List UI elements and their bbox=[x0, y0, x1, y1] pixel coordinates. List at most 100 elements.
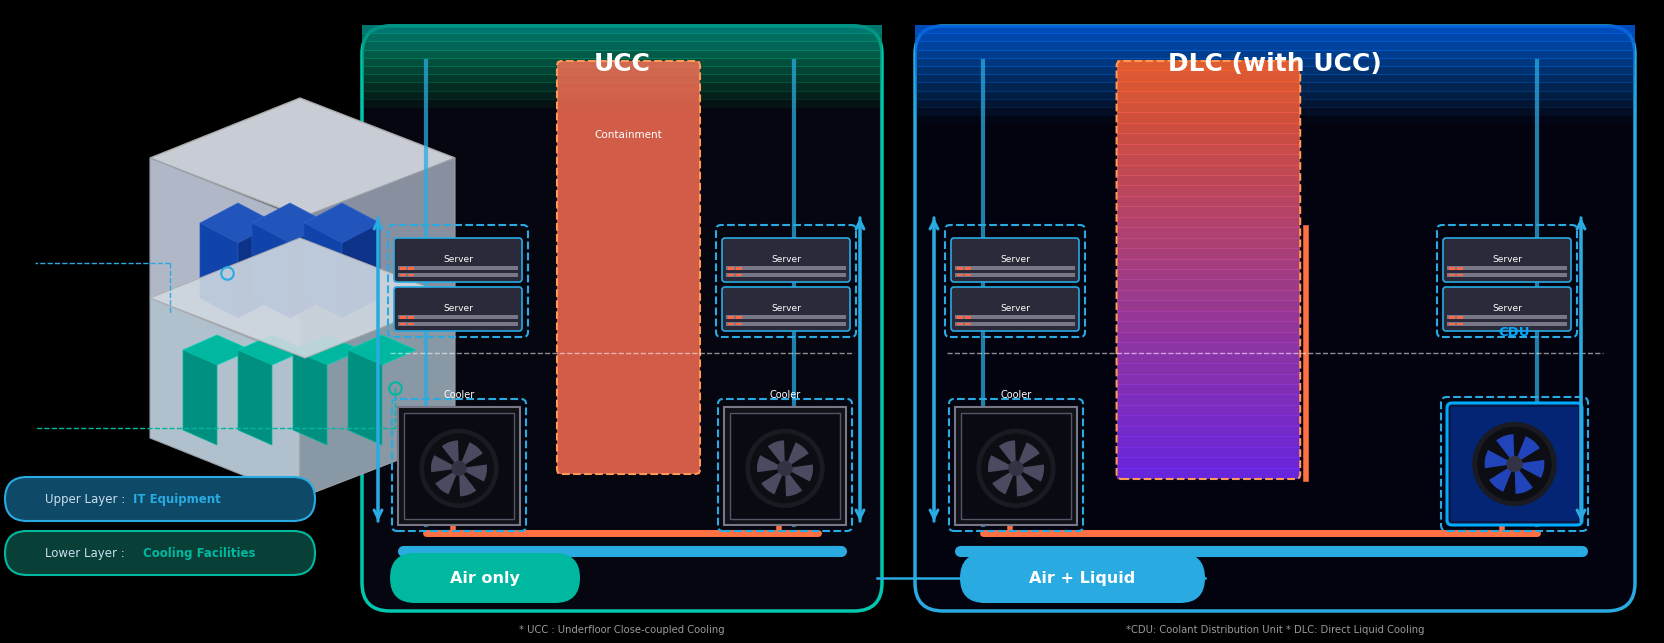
Bar bbox=[955, 266, 1075, 270]
Text: Cooler: Cooler bbox=[769, 390, 800, 400]
Text: Cooler: Cooler bbox=[443, 390, 474, 400]
Bar bbox=[915, 50, 1636, 59]
Bar bbox=[1117, 81, 1300, 93]
Bar bbox=[1117, 290, 1300, 302]
Bar bbox=[394, 238, 522, 282]
Polygon shape bbox=[183, 350, 216, 445]
Bar bbox=[957, 274, 963, 276]
Text: Air + Liquid: Air + Liquid bbox=[1028, 570, 1135, 586]
Bar bbox=[1117, 342, 1300, 354]
Wedge shape bbox=[785, 442, 809, 468]
Text: Server: Server bbox=[770, 305, 800, 314]
Bar bbox=[735, 267, 742, 269]
Bar bbox=[730, 413, 840, 519]
Polygon shape bbox=[343, 223, 379, 318]
Bar bbox=[1117, 426, 1300, 437]
Wedge shape bbox=[431, 455, 459, 472]
Bar bbox=[1451, 407, 1577, 521]
Bar bbox=[955, 407, 1077, 525]
Bar bbox=[1117, 175, 1300, 186]
Bar bbox=[1448, 315, 1567, 319]
Wedge shape bbox=[459, 468, 476, 496]
Bar bbox=[1117, 280, 1300, 291]
Circle shape bbox=[982, 434, 1050, 503]
Bar bbox=[1117, 133, 1300, 145]
Bar bbox=[915, 25, 1636, 34]
FancyBboxPatch shape bbox=[5, 531, 314, 575]
Bar bbox=[1117, 447, 1300, 458]
Bar bbox=[1117, 227, 1300, 239]
Text: IT Equipment: IT Equipment bbox=[133, 493, 221, 505]
Text: Server: Server bbox=[770, 255, 800, 264]
Text: Cooler: Cooler bbox=[1000, 390, 1032, 400]
Polygon shape bbox=[251, 203, 328, 243]
Bar bbox=[1458, 323, 1463, 325]
Circle shape bbox=[1473, 422, 1556, 505]
Polygon shape bbox=[150, 98, 454, 218]
Bar bbox=[962, 413, 1072, 519]
Bar bbox=[1449, 274, 1454, 276]
Bar bbox=[727, 267, 734, 269]
FancyBboxPatch shape bbox=[5, 477, 314, 521]
Bar bbox=[394, 287, 522, 331]
Text: Cooling Facilities: Cooling Facilities bbox=[143, 547, 256, 559]
Bar bbox=[363, 66, 882, 75]
Bar bbox=[1117, 196, 1300, 207]
Text: Server: Server bbox=[1493, 255, 1523, 264]
Bar bbox=[915, 74, 1636, 84]
Bar bbox=[404, 413, 514, 519]
Wedge shape bbox=[1514, 464, 1533, 494]
FancyBboxPatch shape bbox=[363, 26, 882, 611]
Wedge shape bbox=[1017, 464, 1043, 482]
Bar bbox=[1117, 71, 1300, 82]
Bar bbox=[915, 115, 1636, 124]
Bar bbox=[363, 33, 882, 42]
Text: CDU: CDU bbox=[1499, 326, 1531, 339]
Polygon shape bbox=[200, 223, 238, 318]
Text: Lower Layer :: Lower Layer : bbox=[45, 547, 128, 559]
Wedge shape bbox=[459, 464, 488, 482]
Bar bbox=[1117, 322, 1300, 332]
Circle shape bbox=[750, 434, 819, 503]
Bar bbox=[1117, 206, 1300, 218]
Text: UCC: UCC bbox=[594, 52, 651, 76]
Bar bbox=[1117, 248, 1300, 260]
Wedge shape bbox=[785, 468, 802, 496]
Bar bbox=[1117, 113, 1300, 123]
Text: Server: Server bbox=[1000, 255, 1030, 264]
Bar bbox=[965, 323, 972, 325]
Polygon shape bbox=[305, 203, 379, 243]
Polygon shape bbox=[300, 158, 454, 358]
Wedge shape bbox=[459, 442, 483, 468]
Bar bbox=[1448, 266, 1567, 270]
Bar bbox=[408, 267, 414, 269]
Bar bbox=[1117, 143, 1300, 155]
Bar bbox=[1117, 91, 1300, 103]
Bar bbox=[965, 267, 972, 269]
Bar bbox=[735, 274, 742, 276]
Wedge shape bbox=[760, 468, 785, 494]
Bar bbox=[915, 33, 1636, 42]
Polygon shape bbox=[293, 335, 361, 365]
Wedge shape bbox=[441, 440, 459, 468]
Polygon shape bbox=[183, 335, 251, 365]
Wedge shape bbox=[1514, 460, 1544, 478]
Bar bbox=[1117, 394, 1300, 406]
Wedge shape bbox=[436, 468, 459, 494]
Bar bbox=[1449, 267, 1454, 269]
Bar bbox=[727, 323, 734, 325]
Circle shape bbox=[419, 430, 498, 507]
Polygon shape bbox=[238, 223, 276, 318]
Bar bbox=[965, 274, 972, 276]
Bar bbox=[735, 323, 742, 325]
Bar bbox=[1458, 274, 1463, 276]
Circle shape bbox=[1478, 428, 1551, 500]
Bar bbox=[1117, 102, 1300, 113]
Wedge shape bbox=[988, 455, 1017, 472]
Wedge shape bbox=[785, 464, 814, 482]
Text: Server: Server bbox=[1493, 305, 1523, 314]
Bar bbox=[722, 287, 850, 331]
Bar bbox=[1117, 384, 1300, 395]
Circle shape bbox=[1508, 457, 1523, 471]
Wedge shape bbox=[998, 440, 1017, 468]
